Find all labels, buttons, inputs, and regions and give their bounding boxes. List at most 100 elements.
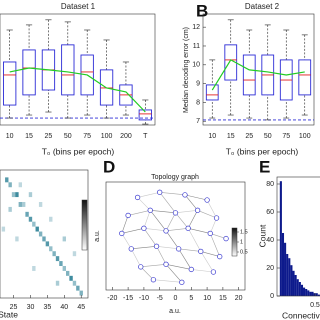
edge bbox=[165, 227, 189, 232]
hist-bar bbox=[305, 289, 308, 296]
node bbox=[217, 253, 223, 260]
x-tick-label: 100 bbox=[101, 133, 113, 140]
node bbox=[125, 212, 131, 219]
box bbox=[3, 61, 17, 106]
x-tick-label: 5 bbox=[189, 295, 193, 302]
x-tick-label: 25 bbox=[45, 133, 53, 140]
hist-bar bbox=[313, 293, 316, 296]
edge bbox=[188, 227, 211, 234]
colorbar bbox=[231, 227, 238, 257]
box bbox=[99, 69, 114, 106]
edge bbox=[121, 227, 144, 234]
heatmap-cell bbox=[66, 270, 70, 276]
heatmap-cell bbox=[76, 285, 80, 291]
x-tick-label: 100 bbox=[299, 133, 311, 140]
node bbox=[153, 243, 160, 249]
edge bbox=[165, 230, 179, 250]
heatmap-cell bbox=[11, 192, 16, 198]
x-tick-label: 15 bbox=[227, 133, 235, 140]
edge bbox=[149, 210, 167, 232]
edge bbox=[150, 209, 176, 214]
edge bbox=[187, 228, 202, 252]
node bbox=[147, 207, 153, 213]
y-tick-label: 10 bbox=[192, 62, 200, 69]
y-tick-label: 0 bbox=[270, 293, 274, 300]
edge bbox=[209, 217, 217, 234]
edge bbox=[191, 269, 214, 273]
y-axis-label: Median decoding error (cm) bbox=[183, 27, 190, 113]
heatmap-cell bbox=[38, 202, 43, 207]
heatmap-cell bbox=[59, 261, 63, 266]
node bbox=[182, 192, 188, 198]
heatmap-cell bbox=[25, 211, 29, 217]
heatmap-cell bbox=[38, 231, 43, 237]
axes-frame bbox=[105, 181, 246, 291]
hist-bar bbox=[279, 181, 282, 296]
panel-letter: D bbox=[103, 157, 115, 176]
heatmap-cell bbox=[52, 251, 56, 257]
heatmap-cell bbox=[15, 236, 19, 242]
hist-bar bbox=[298, 282, 301, 296]
x-tick-label: -20 bbox=[107, 295, 117, 302]
node bbox=[207, 230, 213, 237]
node bbox=[176, 246, 182, 252]
y-tick-label: 40 bbox=[266, 237, 274, 244]
hist-bar bbox=[315, 293, 318, 296]
edge bbox=[206, 199, 217, 219]
x-tick-label: -10 bbox=[139, 295, 149, 302]
panel-title: Topology graph bbox=[151, 174, 199, 181]
node bbox=[204, 197, 210, 203]
node bbox=[210, 269, 217, 275]
edge bbox=[131, 245, 157, 250]
y-tick-label: 7 bbox=[196, 118, 200, 125]
x-tick-label: 15 bbox=[219, 295, 227, 302]
edge bbox=[140, 263, 167, 268]
heatmap-cell bbox=[79, 290, 83, 296]
node bbox=[172, 210, 179, 216]
x-tick-label: 50 bbox=[264, 133, 272, 140]
x-axis-label: T₀ (bins per epoch) bbox=[42, 146, 115, 156]
node bbox=[163, 261, 169, 267]
box bbox=[22, 49, 36, 96]
hist-bar bbox=[294, 275, 297, 296]
heatmap-cell bbox=[5, 177, 9, 183]
hist-bar bbox=[292, 270, 295, 296]
box bbox=[242, 54, 256, 96]
node bbox=[213, 215, 220, 221]
x-tick-label: 10 bbox=[203, 295, 211, 302]
x-tick-label: 25 bbox=[10, 304, 18, 311]
edge bbox=[165, 264, 183, 283]
heatmap-cell bbox=[72, 251, 77, 257]
edge bbox=[178, 248, 192, 270]
x-tick-label: -15 bbox=[123, 295, 133, 302]
hist-bar bbox=[317, 294, 320, 296]
panel-letter: E bbox=[259, 157, 270, 176]
node bbox=[134, 194, 141, 201]
heatmap-cell bbox=[32, 221, 36, 227]
x-tick-label: 30 bbox=[27, 304, 35, 311]
node bbox=[179, 279, 185, 285]
colorbar-label: 1 bbox=[240, 239, 243, 245]
x-tick-label: 75 bbox=[83, 133, 91, 140]
y-tick-label: 80 bbox=[266, 181, 274, 188]
heatmap-cell bbox=[18, 182, 22, 188]
heatmap-cell bbox=[49, 246, 53, 252]
heatmap-cell bbox=[8, 206, 12, 212]
edge bbox=[165, 212, 176, 231]
edge bbox=[131, 248, 142, 267]
edge bbox=[210, 233, 227, 239]
edge bbox=[209, 233, 221, 257]
x-tick-label: 0.5 bbox=[310, 302, 320, 309]
box bbox=[205, 84, 219, 101]
y-axis-label: Count bbox=[257, 224, 267, 247]
node bbox=[119, 230, 125, 237]
colorbar-label: 1.5 bbox=[240, 229, 248, 235]
node bbox=[188, 266, 194, 273]
x-tick-label: 45 bbox=[77, 304, 85, 311]
edge bbox=[143, 228, 157, 247]
node bbox=[198, 248, 204, 255]
edge bbox=[121, 215, 129, 234]
heatmap-cell bbox=[42, 236, 46, 242]
edge bbox=[137, 197, 151, 211]
edge bbox=[121, 233, 132, 250]
